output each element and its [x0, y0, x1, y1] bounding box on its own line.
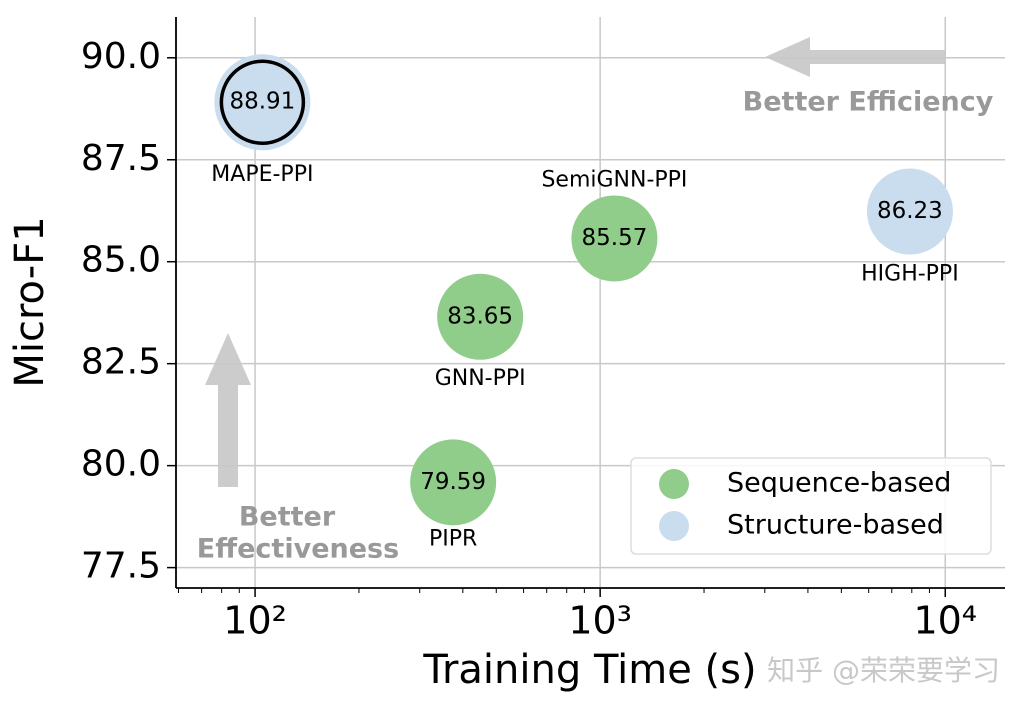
point-label: HIGH-PPI — [861, 262, 959, 287]
highlight-ring — [219, 59, 306, 145]
value-label: 79.59 — [420, 469, 486, 495]
efficiency-arrow — [765, 37, 945, 77]
annotation: Better Efficiency — [743, 87, 994, 118]
legend-marker — [659, 469, 689, 499]
bubble — [410, 439, 497, 526]
point-label: PIPR — [429, 526, 477, 551]
annotation: Effectiveness — [197, 534, 399, 565]
value-label: 85.57 — [582, 225, 648, 251]
effectiveness-arrow — [205, 333, 251, 487]
x-axis-label: Training Time (s) — [422, 647, 756, 693]
bubble — [437, 273, 524, 360]
y-tick-label: 82.5 — [81, 342, 161, 383]
value-label: 83.65 — [447, 303, 513, 329]
legend-label: Sequence-based — [727, 468, 951, 499]
y-axis-label: Micro-F1 — [7, 216, 53, 387]
y-tick-label: 80.0 — [81, 444, 161, 485]
y-tick-label: 90.0 — [81, 36, 161, 77]
x-tick-label: 10⁴ — [913, 599, 977, 643]
legend-label: Structure-based — [727, 510, 944, 541]
value-label: 86.23 — [877, 198, 943, 224]
bubble — [866, 168, 953, 255]
value-label: 88.91 — [229, 89, 295, 115]
legend-marker — [659, 511, 689, 541]
bubble — [214, 54, 311, 151]
point-label: SemiGNN-PPI — [541, 167, 687, 192]
watermark: 知乎 @荣荣要学习 — [767, 654, 1000, 687]
x-tick-label: 10² — [223, 599, 287, 643]
point-label: GNN-PPI — [435, 366, 526, 391]
bubble — [571, 195, 658, 282]
x-tick-label: 10³ — [568, 599, 632, 643]
legend-box — [630, 457, 992, 555]
y-tick-label: 77.5 — [81, 546, 161, 587]
y-tick-label: 87.5 — [81, 138, 161, 179]
annotation: Better — [239, 502, 336, 533]
point-label: MAPE-PPI — [211, 162, 313, 187]
y-tick-label: 85.0 — [81, 240, 161, 281]
